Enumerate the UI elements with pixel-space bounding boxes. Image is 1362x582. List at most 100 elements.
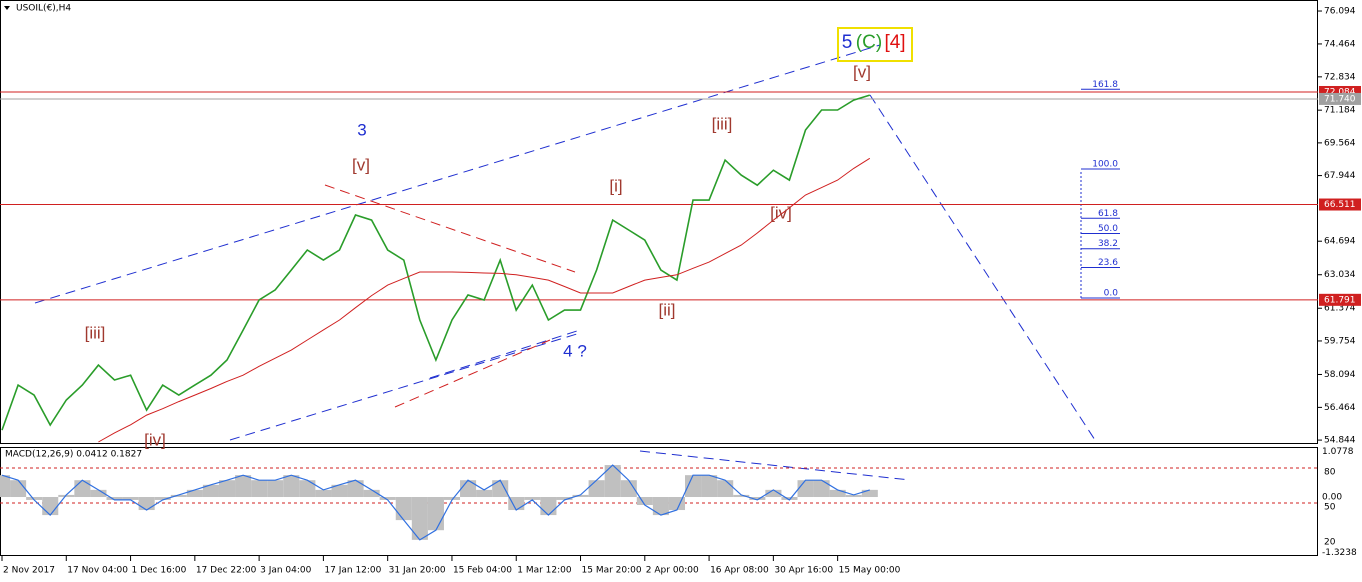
macd-bar [186,489,203,498]
macd-bar [122,497,139,500]
wave-label: [iv] [770,203,792,222]
macd-bar [218,480,236,498]
macd-bar [492,480,509,498]
trend-line [639,450,911,481]
wave-label: [v] [853,62,871,81]
wave-label: [v] [352,155,370,174]
x-tick-label: 2 Apr 00:00 [646,566,699,576]
y-tick-label: 69.564 [1324,138,1356,148]
macd-bar [845,494,862,498]
macd-tick-label: 1.0778 [1322,447,1354,457]
y-tick-label: 67.944 [1324,171,1356,181]
wave-label: 5 [842,32,853,53]
wave-label: [iv] [144,430,166,449]
level-label: 72.084 [1324,87,1356,97]
fib-label: 50.0 [1098,224,1118,234]
x-tick-label: 15 Mar 20:00 [582,566,642,576]
macd-tick-label: -1.3238 [1322,548,1357,558]
macd-title: MACD(12,26,9) 0.0412 0.1827 [5,450,142,460]
macd-bar [685,475,702,498]
level-label: 66.511 [1324,200,1356,210]
macd-bar [90,489,107,498]
x-tick-label: 2 Nov 2017 [3,566,55,576]
macd-bar [363,489,380,498]
y-tick-label: 64.694 [1324,237,1356,247]
x-tick-label: 1 Dec 16:00 [132,566,187,576]
macd-bar [443,497,461,500]
macd-bar [749,497,766,500]
macd-bar [620,480,637,498]
macd-bar [717,480,734,498]
trend-line [229,332,581,441]
wave-label: 3 [357,120,366,139]
macd-bar [74,480,91,498]
y-tick-label: 71.184 [1324,106,1356,116]
macd-bar [299,480,316,498]
macd-bar [315,489,332,498]
macd-tick-label: 0.00 [1322,493,1342,503]
x-tick-label: 30 Apr 16:00 [774,566,833,576]
macd-level-label: 80 [1324,467,1336,477]
trend-line [394,339,551,408]
macd-bar [733,494,750,498]
macd-bar [797,480,814,498]
macd-bar [460,480,477,498]
macd-bar [636,497,653,505]
trend-lines [34,44,1096,481]
macd-bar [379,497,396,500]
macd-bar [26,497,43,500]
fib-label: 100.0 [1092,160,1118,170]
fib-label: 23.6 [1098,258,1118,268]
x-tick-label: 15 May 00:00 [839,566,901,576]
macd-bar [138,497,155,511]
macd-bar [202,484,219,498]
y-tick-label: 54.844 [1324,436,1356,446]
macd-bar [701,475,718,498]
y-tick-label: 76.094 [1324,7,1356,17]
series-line [98,157,871,443]
macd-bar [154,497,171,500]
macd-bar [283,475,300,498]
level-label: 71.740 [1324,94,1356,104]
x-tick-label: 15 Feb 04:00 [453,566,512,576]
wave-label: [ii] [659,300,676,319]
y-tick-label: 61.374 [1324,304,1356,314]
x-tick-label: 1 Mar 12:00 [517,566,572,576]
macd-bar [540,497,557,516]
wave-label: (C) [856,32,882,53]
main-pane [0,0,1318,444]
macd-bar [106,497,123,500]
wave-label: [4] [884,32,905,53]
trend-line [869,94,1096,441]
macd-bar [251,480,268,498]
fib-label: 161.8 [1092,80,1118,90]
trend-line [429,329,581,379]
macd-bar [476,489,493,498]
x-tick-label: 31 Jan 20:00 [389,566,446,576]
level-tag [1319,92,1361,105]
macd-pane [0,447,1318,556]
macd-bar [395,497,412,521]
macd-bar [572,494,589,498]
macd-bar [588,480,605,498]
macd-bar [861,489,878,498]
trend-line [34,44,881,304]
wave-label: [iii] [712,114,733,133]
macd-bar [652,497,669,516]
macd-bar [813,480,830,498]
fib-label: 0.0 [1104,289,1119,299]
macd-bar [235,475,252,498]
x-tick-label: 3 Jan 04:00 [260,566,312,576]
x-tick-label: 17 Dec 22:00 [196,566,257,576]
menu-icon[interactable] [4,6,10,10]
macd-bar [10,480,27,498]
macd-bar [0,475,11,498]
level-tag [1319,293,1361,306]
trend-line [324,184,576,273]
x-tick-label: 17 Jan 12:00 [324,566,381,576]
wave-label: [i] [609,176,622,195]
chart-title: USOIL(€),H4 [16,4,71,14]
y-tick-label: 72.834 [1324,72,1356,82]
macd-bar [604,465,621,498]
